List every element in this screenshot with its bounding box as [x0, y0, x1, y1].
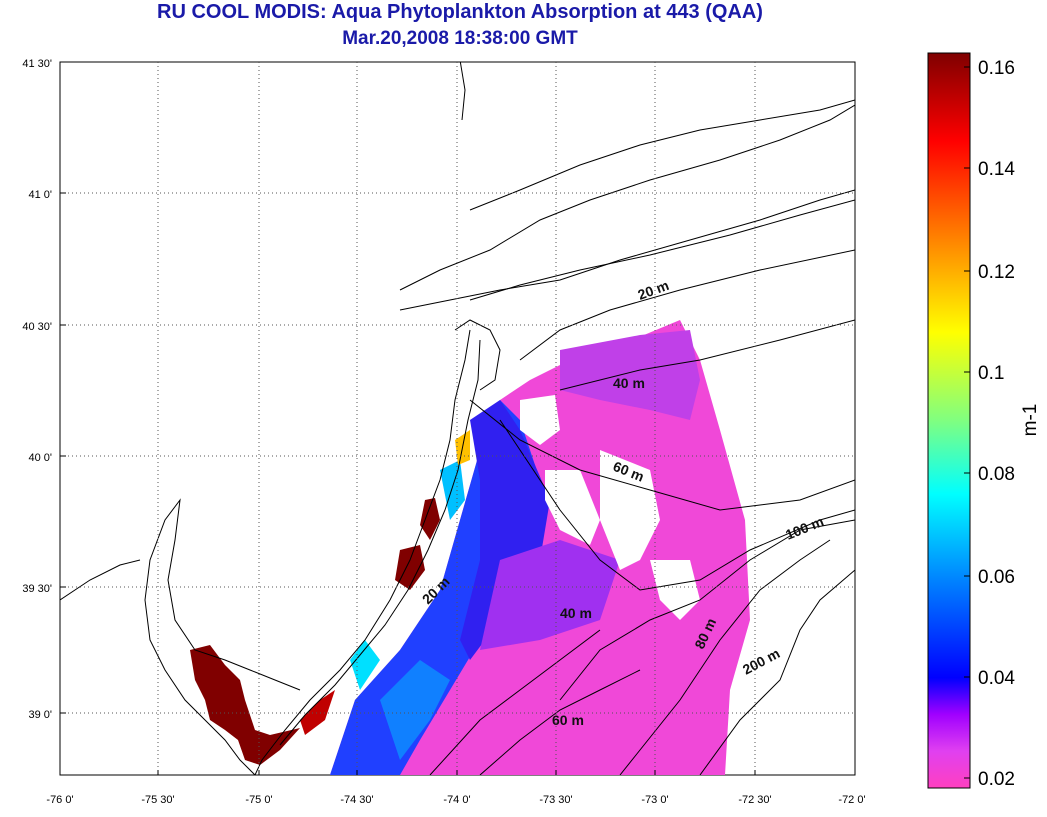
x-tick-label: -73 30' [539, 794, 572, 806]
colorbar-tick-label: 0.1 [978, 363, 1004, 384]
x-tick-label: -72 30' [738, 794, 771, 806]
isobath-label: 60 m [552, 712, 584, 728]
colorbar-tick-label: 0.02 [978, 769, 1015, 790]
map-title: RU COOL MODIS: Aqua Phytoplankton Absorp… [157, 1, 763, 23]
x-tick-label: -73 0' [641, 794, 668, 806]
x-tick-label: -75 30' [141, 794, 174, 806]
colorbar-label: m-1 [1020, 404, 1041, 437]
colorbar-tick-label: 0.12 [978, 262, 1015, 283]
colorbar-tick-label: 0.08 [978, 464, 1015, 485]
colorbar-tick-label: 0.06 [978, 567, 1015, 588]
y-tick-label: 39 30' [22, 583, 52, 595]
map-gridlines [60, 62, 855, 775]
y-tick-label: 41 30' [22, 58, 52, 70]
x-tick-label: -74 30' [340, 794, 373, 806]
coastlines [60, 62, 855, 775]
y-tick-label: 40 0' [28, 452, 52, 464]
colorbar: 0.16 0.14 0.12 0.1 0.08 0.06 0.04 0.02 m… [927, 52, 1041, 790]
y-tick-label: 41 0' [28, 189, 52, 201]
colorbar-gradient [927, 52, 971, 789]
absorption-field [190, 320, 750, 775]
x-tick-label: -75 0' [245, 794, 272, 806]
axis-ticks [59, 61, 856, 775]
colorbar-tick-label: 0.16 [978, 58, 1015, 79]
isobath-label: 40 m [560, 605, 592, 621]
map-area: 20 m 40 m 60 m 100 m 20 m 40 m 80 m 200 … [60, 62, 855, 775]
colorbar-tick-label: 0.04 [978, 668, 1015, 689]
x-tick-label: -72 0' [838, 794, 865, 806]
x-tick-label: -76 0' [46, 794, 73, 806]
isobath-label: 40 m [613, 375, 645, 391]
map-subtitle: Mar.20,2008 18:38:00 GMT [342, 28, 578, 49]
x-axis-labels: -76 0' -75 30' -75 0' -74 30' -74 0' -73… [46, 794, 865, 806]
colorbar-ticks [964, 66, 970, 779]
y-axis-labels: 41 30' 41 0' 40 30' 40 0' 39 30' 39 0' [22, 58, 52, 721]
x-tick-label: -74 0' [443, 794, 470, 806]
y-tick-label: 39 0' [28, 709, 52, 721]
colorbar-tick-label: 0.14 [978, 159, 1015, 180]
y-tick-label: 40 30' [22, 321, 52, 333]
